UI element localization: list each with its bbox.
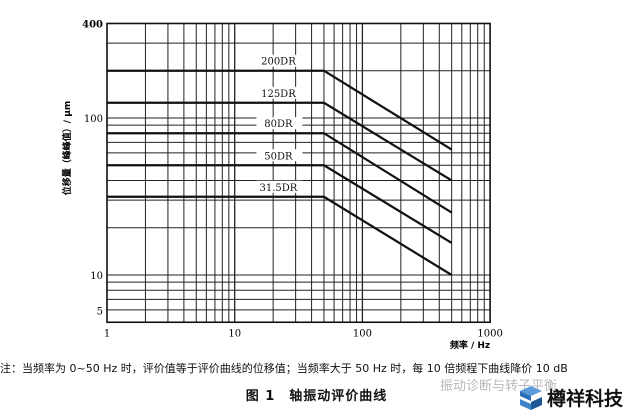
logo-icon (520, 385, 542, 410)
evaluation-chart: 200DR 125DR 80DR 50DR 31.5DR 1 10 100 1000 5 10 100… (61, 19, 503, 351)
series-label: 80DR (264, 119, 293, 130)
x-tick-label: 1 (104, 328, 110, 339)
series-label-bg (256, 86, 303, 99)
series-label: 31.5DR (260, 183, 298, 194)
x-tick-label: 1000 (477, 328, 502, 339)
y-axis-label: 位移量（峰峰值）/ μm (61, 101, 73, 195)
logo-text: 樽祥科技 (547, 388, 624, 410)
series-label-bg (256, 149, 303, 162)
x-tick-label: 100 (353, 328, 372, 339)
series-label: 200DR (261, 57, 296, 68)
series-line-200DR (107, 69, 453, 151)
series-line-125DR (107, 101, 453, 182)
series-line-31.5DR (107, 195, 453, 276)
x-axis-label: 频率 / Hz (450, 339, 490, 351)
series-line-80DR (107, 132, 453, 214)
series-line-50DR (107, 164, 453, 244)
series-label: 50DR (264, 151, 293, 162)
x-tick-label: 10 (228, 328, 241, 339)
y-tick-label: 5 (97, 306, 103, 317)
plot-frame (106, 22, 491, 324)
series-label-bg (256, 180, 303, 193)
y-tick-label: 10 (90, 271, 103, 282)
figure-note: 注：当频率为 0~50 Hz 时，评价值等于评价曲线的位移值；当频率大于 50 … (0, 362, 568, 375)
series-label-bg (256, 117, 303, 130)
series-label: 125DR (261, 89, 296, 100)
y-tick-label: 100 (84, 114, 103, 125)
y-tick-label: 400 (82, 19, 103, 30)
logo: 樽祥科技 (518, 384, 623, 411)
figure-caption: 图 1 轴振动评价曲线 (245, 389, 388, 404)
series-label-bg (256, 54, 303, 67)
